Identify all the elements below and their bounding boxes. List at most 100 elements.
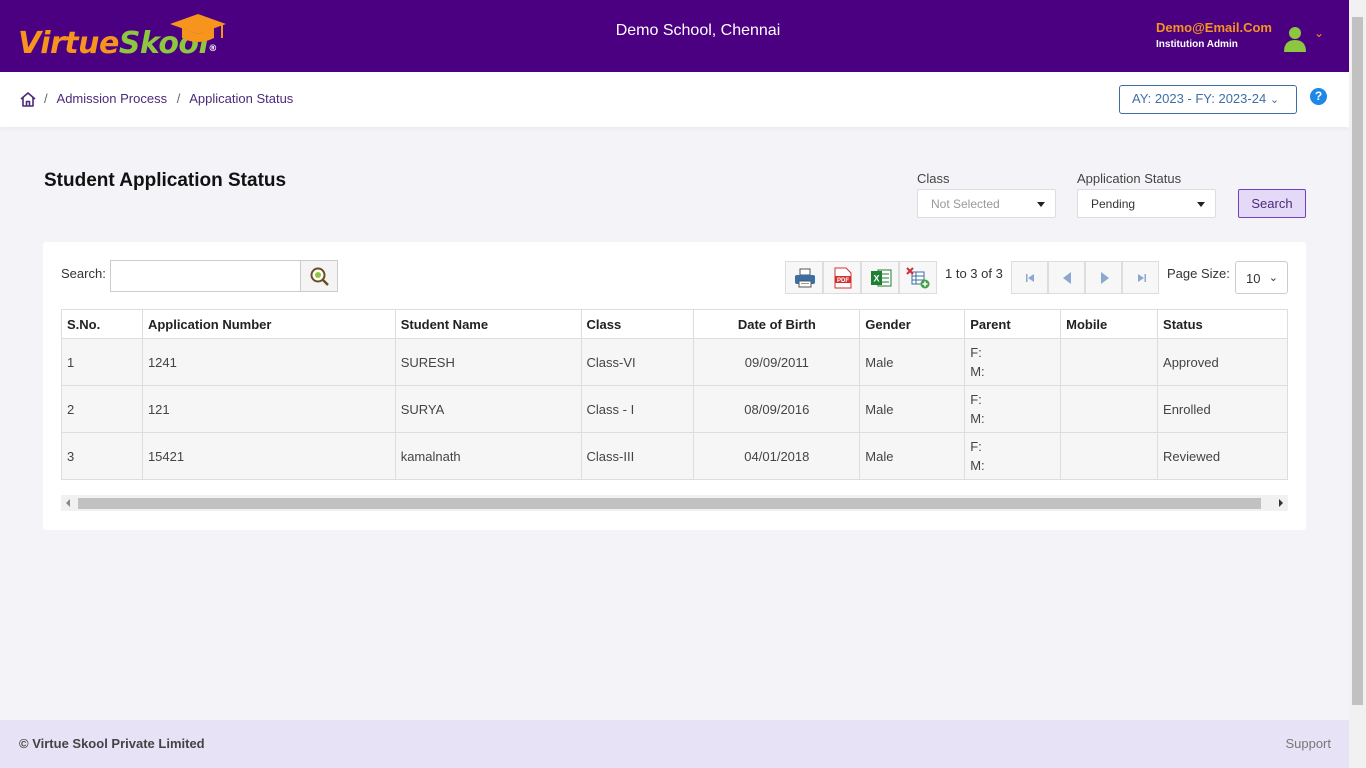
status-filter-label: Application Status: [1077, 171, 1182, 186]
scrollbar-thumb[interactable]: [1352, 17, 1363, 705]
svg-text:X: X: [873, 274, 879, 284]
col-header-class[interactable]: Class: [580, 309, 695, 339]
cell-parent: F: M:: [964, 385, 1062, 433]
scroll-left-icon[interactable]: [66, 499, 70, 507]
cell-application-number: 15421: [141, 432, 396, 480]
pdf-icon: PDF: [834, 267, 852, 289]
first-page-button[interactable]: [1011, 261, 1048, 294]
cell-dob: 08/09/2016: [693, 385, 861, 433]
user-email: Demo@Email.Com: [1156, 20, 1272, 35]
cell-parent: F: M:: [964, 432, 1062, 480]
excel-icon: X: [871, 269, 892, 287]
col-header-application-number[interactable]: Application Number: [141, 309, 396, 339]
user-role: Institution Admin: [1156, 39, 1238, 50]
cell-status: Enrolled: [1157, 385, 1288, 433]
table-header-row: S.No. Application Number Student Name Cl…: [61, 309, 1288, 339]
print-button[interactable]: [785, 261, 823, 294]
cell-class: Class-III: [580, 432, 695, 480]
chevron-down-icon: ⌄: [1268, 272, 1278, 284]
col-header-mobile[interactable]: Mobile: [1060, 309, 1159, 339]
copyright-text: © Virtue Skool Private Limited: [19, 736, 205, 751]
cell-student-name: SURESH: [394, 338, 582, 386]
help-icon[interactable]: ?: [1310, 88, 1327, 105]
breadcrumb-separator: /: [176, 91, 181, 106]
breadcrumb-admission-process[interactable]: Admission Process: [56, 91, 168, 106]
col-header-gender[interactable]: Gender: [859, 309, 966, 339]
grid-search-button[interactable]: [300, 260, 338, 292]
grid-search-label: Search:: [61, 266, 106, 281]
last-page-button[interactable]: [1122, 261, 1159, 294]
col-header-sno[interactable]: S.No.: [61, 309, 143, 339]
last-page-icon: [1138, 274, 1146, 282]
home-icon[interactable]: [20, 92, 36, 107]
cell-gender: Male: [859, 338, 966, 386]
applications-table: S.No. Application Number Student Name Cl…: [61, 309, 1288, 480]
graduation-cap-icon: [170, 14, 226, 42]
pdf-export-button[interactable]: PDF: [823, 261, 861, 294]
breadcrumb-application-status[interactable]: Application Status: [189, 91, 294, 106]
prev-page-icon: [1063, 272, 1071, 284]
excel-export-button[interactable]: X: [861, 261, 899, 294]
user-info[interactable]: Demo@Email.Com Institution Admin: [1156, 20, 1272, 50]
status-filter-select[interactable]: Pending: [1077, 189, 1216, 218]
cell-status: Reviewed: [1157, 432, 1288, 480]
col-header-dob[interactable]: Date of Birth: [693, 309, 861, 339]
col-header-student-name[interactable]: Student Name: [394, 309, 582, 339]
caret-down-icon: [1037, 202, 1045, 207]
cell-sno: 3: [61, 432, 143, 480]
class-filter-select[interactable]: Not Selected: [917, 189, 1056, 218]
cell-sno: 1: [61, 338, 143, 386]
cell-class: Class - I: [580, 385, 695, 433]
chevron-down-icon: ⌄: [1269, 94, 1280, 106]
logo-text-virtue: Virtue: [18, 26, 119, 61]
cell-dob: 09/09/2011: [693, 338, 861, 386]
cell-mother: M:: [970, 411, 985, 426]
horizontal-scrollbar[interactable]: [61, 495, 1288, 511]
next-page-button[interactable]: [1085, 261, 1122, 294]
scrollbar-thumb[interactable]: [78, 498, 1261, 509]
breadcrumb: / Admission Process / Application Status: [44, 91, 293, 106]
grid-search-input[interactable]: [110, 260, 301, 292]
status-filter-value: Pending: [1091, 197, 1136, 211]
cell-dob: 04/01/2018: [693, 432, 861, 480]
clear-filter-button[interactable]: [899, 261, 937, 294]
col-header-status[interactable]: Status: [1157, 309, 1288, 339]
page-size-select[interactable]: 10 ⌄: [1235, 261, 1288, 294]
top-header: VirtueSkool® Demo School, Chennai Demo@E…: [0, 0, 1349, 72]
page-size-label: Page Size:: [1167, 266, 1230, 281]
cell-mother: M:: [970, 458, 985, 473]
academic-year-selector[interactable]: AY: 2023 - FY: 2023-24 ⌄: [1119, 85, 1297, 114]
table-row[interactable]: 1 1241 SURESH Class-VI 09/09/2011 Male F…: [61, 338, 1288, 386]
page-size-value: 10: [1246, 271, 1261, 286]
breadcrumb-bar: / Admission Process / Application Status…: [0, 72, 1349, 127]
cell-father: F:: [970, 345, 982, 360]
search-button[interactable]: Search: [1238, 189, 1306, 218]
col-header-parent[interactable]: Parent: [964, 309, 1062, 339]
results-card: Search: PDF X: [43, 242, 1306, 530]
prev-page-button[interactable]: [1048, 261, 1085, 294]
cell-gender: Male: [859, 385, 966, 433]
vertical-scrollbar[interactable]: [1349, 0, 1366, 768]
cell-mobile: [1060, 385, 1159, 433]
scroll-right-icon[interactable]: [1279, 499, 1283, 507]
cell-student-name: SURYA: [394, 385, 582, 433]
cell-mobile: [1060, 338, 1159, 386]
class-filter-label: Class: [917, 171, 950, 186]
logo[interactable]: VirtueSkool®: [18, 14, 248, 61]
cell-parent: F: M:: [964, 338, 1062, 386]
cell-gender: Male: [859, 432, 966, 480]
user-avatar-icon[interactable]: [1282, 26, 1308, 52]
clear-filter-icon: [906, 267, 930, 289]
print-icon: [795, 268, 815, 288]
school-name: Demo School, Chennai: [615, 22, 781, 39]
chevron-down-icon[interactable]: ⌄: [1314, 26, 1325, 40]
page-info: 1 to 3 of 3: [945, 266, 1003, 281]
class-filter-value: Not Selected: [931, 197, 1000, 211]
cell-application-number: 1241: [141, 338, 396, 386]
first-page-icon: [1026, 274, 1034, 282]
breadcrumb-separator: /: [44, 91, 48, 106]
cell-sno: 2: [61, 385, 143, 433]
table-row[interactable]: 2 121 SURYA Class - I 08/09/2016 Male F:…: [61, 385, 1288, 433]
table-row[interactable]: 3 15421 kamalnath Class-III 04/01/2018 M…: [61, 432, 1288, 480]
support-link[interactable]: Support: [1285, 736, 1331, 751]
